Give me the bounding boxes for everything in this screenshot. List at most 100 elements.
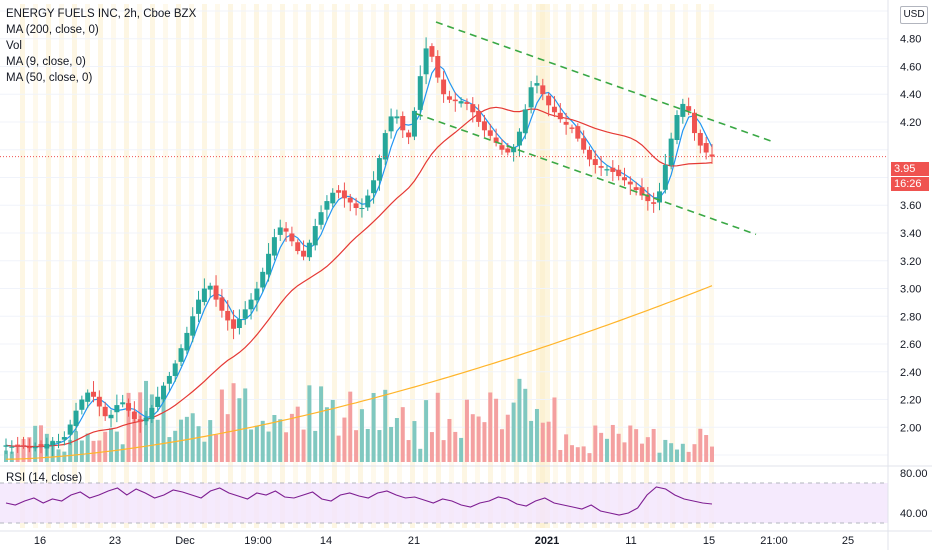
candle-body bbox=[330, 192, 336, 204]
volume-bar bbox=[674, 449, 679, 462]
candle-body bbox=[207, 285, 213, 290]
volume-bar bbox=[109, 428, 114, 462]
trendline bbox=[415, 112, 757, 236]
candle-body bbox=[61, 437, 67, 440]
volume-bar bbox=[435, 392, 440, 462]
volume-bar bbox=[418, 448, 423, 462]
volume-bar bbox=[581, 446, 586, 462]
candle-body bbox=[382, 133, 388, 160]
x-axis-ticks: 16 23 Dec 19:00 14 21 2021 11 15 21:00 25 bbox=[34, 535, 854, 547]
chart-legend: ENERGY FUELS INC, 2h, Cboe BZX MA (200, … bbox=[6, 6, 196, 86]
volume-bar bbox=[569, 445, 574, 462]
candle-body bbox=[452, 99, 458, 102]
x-tick-label: 15 bbox=[703, 535, 715, 547]
volume-bar bbox=[587, 453, 592, 462]
candle-body bbox=[645, 194, 651, 202]
candle-body bbox=[651, 202, 657, 204]
candle-body bbox=[528, 87, 534, 108]
volume-bar bbox=[639, 443, 644, 462]
candle-body bbox=[201, 288, 207, 302]
y-tick-label: 2.00 bbox=[900, 422, 921, 434]
rsi-pane bbox=[0, 482, 888, 524]
volume-bar bbox=[9, 451, 14, 462]
session-stripe bbox=[150, 4, 155, 528]
candle-body bbox=[388, 116, 394, 132]
legend-ma200[interactable]: MA (200, close, 0) bbox=[6, 24, 99, 36]
x-tick-label: 21:00 bbox=[760, 535, 788, 547]
legend-ma9[interactable]: MA (9, close, 0) bbox=[6, 56, 86, 68]
candle-body bbox=[91, 391, 97, 397]
session-stripe bbox=[254, 4, 259, 528]
candle-body bbox=[242, 309, 248, 319]
volume-bar bbox=[546, 421, 551, 462]
candle-body bbox=[633, 187, 639, 190]
session-stripe bbox=[696, 4, 701, 528]
y-tick-label: 4.20 bbox=[900, 117, 921, 129]
volume-bar bbox=[476, 416, 481, 462]
candle-body bbox=[557, 112, 563, 120]
volume-bar bbox=[692, 444, 697, 462]
session-stripe bbox=[397, 4, 402, 528]
volume-bar bbox=[540, 422, 545, 462]
candle-body bbox=[172, 363, 178, 377]
y-tick-label: 2.80 bbox=[900, 311, 921, 323]
volume-bar bbox=[97, 440, 102, 462]
volume-bar bbox=[464, 399, 469, 462]
candle-body bbox=[108, 414, 114, 419]
candle-body bbox=[254, 288, 260, 301]
bar-countdown: 16:26 bbox=[891, 177, 929, 191]
candle-body bbox=[231, 319, 237, 329]
volume-bar bbox=[225, 414, 230, 462]
candle-body bbox=[476, 110, 482, 122]
session-stripe bbox=[85, 4, 90, 528]
candle-body bbox=[464, 102, 470, 104]
x-tick-label: 19:00 bbox=[244, 535, 272, 547]
volume-bar bbox=[114, 431, 119, 462]
y-tick-label: 4.80 bbox=[900, 34, 921, 46]
candle-body bbox=[586, 149, 592, 160]
session-stripe bbox=[436, 4, 441, 528]
candle-body bbox=[470, 104, 476, 113]
volume-bar bbox=[289, 413, 294, 462]
volume-bar bbox=[523, 388, 528, 462]
volume-bar bbox=[342, 417, 347, 462]
rsi-tick-label: 80.00 bbox=[900, 468, 928, 480]
session-stripe bbox=[657, 4, 662, 528]
session-stripe bbox=[384, 4, 389, 528]
currency-button[interactable]: USD bbox=[900, 6, 928, 24]
rsi-legend[interactable]: RSI (14, close) bbox=[6, 472, 83, 484]
x-tick-label: 25 bbox=[842, 535, 854, 547]
volume-bar bbox=[645, 437, 650, 462]
volume-bar bbox=[628, 425, 633, 462]
session-stripe bbox=[488, 4, 493, 528]
candle-body bbox=[155, 396, 161, 407]
volume-bar bbox=[383, 389, 388, 462]
candle-body bbox=[592, 159, 598, 165]
volume-bar bbox=[4, 450, 8, 462]
session-stripe bbox=[475, 4, 480, 528]
y-tick-label: 2.40 bbox=[900, 367, 921, 379]
volume-bar bbox=[686, 451, 691, 462]
candle-body bbox=[493, 137, 499, 143]
session-stripe bbox=[111, 4, 116, 528]
candle-body bbox=[680, 103, 686, 117]
volume-bar bbox=[219, 389, 224, 462]
candle-body bbox=[3, 445, 9, 447]
volume-bar bbox=[319, 386, 324, 462]
candle-body bbox=[569, 127, 575, 129]
candle-body bbox=[149, 407, 155, 419]
session-stripe bbox=[202, 4, 207, 528]
candle-body bbox=[32, 446, 38, 449]
session-stripe bbox=[345, 4, 350, 528]
volume-bar bbox=[190, 413, 195, 462]
volume-bar bbox=[669, 443, 674, 462]
session-stripe bbox=[644, 4, 649, 528]
volume-bar bbox=[389, 426, 394, 462]
legend-ma50[interactable]: MA (50, close, 0) bbox=[6, 72, 93, 84]
volume-bar bbox=[505, 414, 510, 462]
session-stripe bbox=[709, 4, 714, 528]
candle-body bbox=[551, 106, 557, 113]
volume-bar bbox=[517, 378, 522, 462]
legend-vol[interactable]: Vol bbox=[6, 40, 22, 52]
